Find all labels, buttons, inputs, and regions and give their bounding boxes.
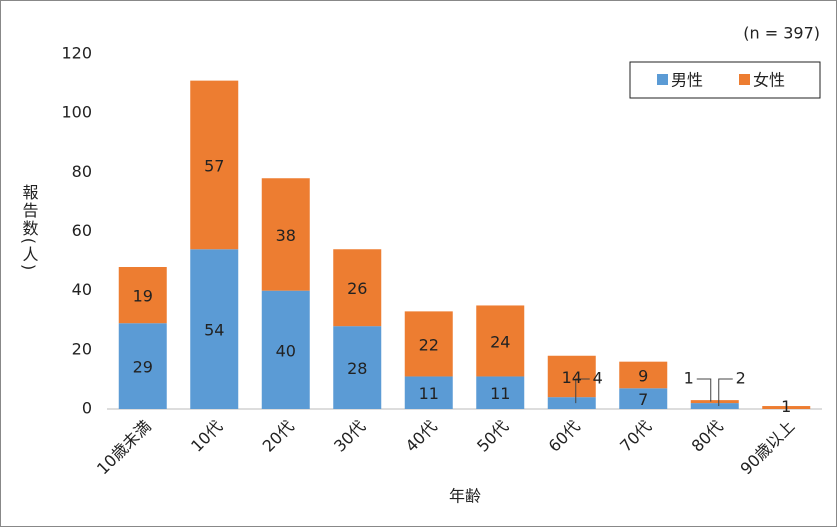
bar-segment [547,397,596,409]
bar-segment [619,361,668,389]
y-tick-label: 100 [61,103,92,122]
data-label: 1 [781,397,791,416]
y-tick-label: 60 [72,221,92,240]
bar-segment [333,249,382,327]
data-label: 19 [133,287,153,306]
bar-segment [404,311,453,377]
legend-label: 男性 [671,71,703,90]
annotation: (n = 397) [743,24,820,43]
y-axis-label: 報告数(人) [20,184,39,272]
data-label: 1 [684,369,694,388]
data-label: 22 [419,335,439,354]
bar-segment [190,80,239,250]
y-tick-label: 0 [82,399,92,418]
data-label: 57 [204,156,224,175]
data-label: 14 [562,368,582,387]
bar-segment [619,388,668,409]
bar-segment [333,326,382,409]
bar-segment [690,400,739,404]
data-label: 26 [347,279,367,298]
bar-segment [118,323,167,409]
bar-segment [261,178,310,291]
legend-swatch [657,74,668,85]
data-label: 11 [419,384,439,403]
data-label: 11 [490,384,510,403]
bar-segment [762,406,811,409]
data-label: 2 [736,369,746,388]
y-tick-label: 40 [72,280,92,299]
data-label: 38 [276,226,296,245]
bar-segment [404,376,453,409]
leader-line [718,378,733,407]
leader-line [575,378,590,404]
y-tick-label: 120 [61,44,92,63]
bar-segment [261,290,310,409]
data-label: 4 [593,369,603,388]
data-label: 40 [276,341,296,360]
y-tick-label: 20 [72,339,92,358]
data-label: 9 [638,366,648,385]
bar-segment [118,267,167,324]
x-axis-label: 年齢 [449,487,481,506]
data-label: 7 [638,390,648,409]
bar-segment [476,305,525,377]
bar-segment [190,249,239,409]
legend-label: 女性 [753,71,785,90]
leader-line [696,378,712,402]
bar-segment [690,403,739,409]
data-label: 29 [133,358,153,377]
data-label: 54 [204,321,224,340]
legend-swatch [739,74,750,85]
data-label: 24 [490,332,510,351]
y-tick-label: 80 [72,162,92,181]
bar-segment [547,355,596,398]
bar-segment [476,376,525,409]
data-label: 28 [347,359,367,378]
